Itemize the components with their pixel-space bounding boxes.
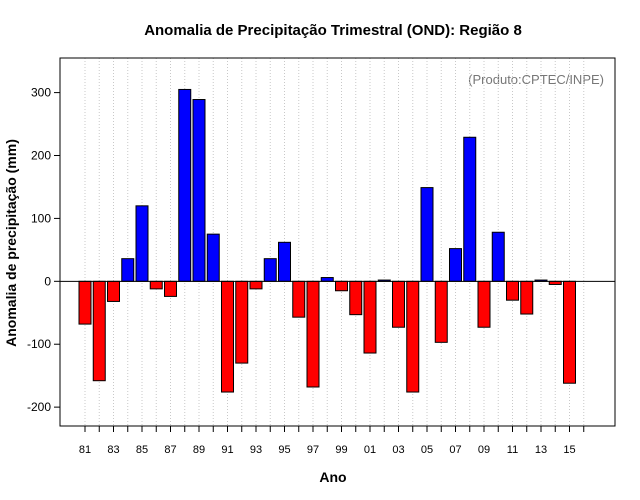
bar-84: 84: 36 [121, 258, 135, 282]
bar-03: 03: -73 [392, 280, 405, 328]
bar-97: 97: -168 [306, 280, 320, 388]
bar-06: 06: -97 [434, 280, 448, 343]
x-tick-label: 03 [392, 444, 404, 456]
y-tick-label: -200 [27, 400, 51, 414]
x-axis-label: Ano [319, 469, 346, 485]
bar-98: 98: 6 [320, 277, 334, 282]
bar-09: 09: -73 [477, 280, 491, 328]
x-tick-label: 05 [421, 444, 433, 456]
chart-title: Anomalia de Precipitação Trimestral (OND… [144, 22, 522, 39]
bar-04: 04: -176 [406, 280, 420, 393]
x-tick-label: 93 [250, 444, 262, 456]
x-tick-label: 11 [507, 444, 518, 456]
x-tick-label: 01 [364, 444, 376, 456]
x-tick-label: 95 [278, 444, 290, 456]
bar-15: 15: -162 [563, 280, 576, 384]
bar-01: 01: -114 [363, 280, 377, 354]
x-tick-label: 07 [449, 444, 461, 456]
bar-12: 12: -52 [520, 280, 534, 315]
y-axis-label: Anomalia de precipitação (mm) [3, 139, 19, 347]
bars: 81: -6882: -15883: -3284: 3685: 12086: -… [78, 88, 576, 393]
x-tick-label: 91 [221, 444, 233, 456]
bar-93: 93: -12 [249, 280, 263, 290]
bar-05: 05: 149 [420, 187, 434, 282]
grid-lines [84, 58, 585, 426]
bar-96: 96: -57 [292, 280, 306, 318]
plot-border [59, 57, 616, 427]
x-tick-label: 81 [79, 444, 91, 456]
source-annotation: (Produto:CPTEC/INPE) [468, 72, 604, 87]
x-tick-label: 85 [136, 444, 148, 456]
bar-87: 87: -24 [164, 280, 177, 297]
y-tick-label: 100 [31, 211, 51, 225]
bar-11: 11: -30 [506, 280, 519, 301]
x-tick-label: 09 [478, 444, 490, 456]
bar-95: 95: 62 [278, 241, 291, 282]
x-tick-label: 13 [535, 444, 547, 456]
x-tick-label: 15 [563, 444, 575, 456]
bar-85: 85: 120 [135, 205, 149, 282]
bar-82: 82: -158 [92, 280, 106, 382]
bar-83: 83: -32 [107, 280, 120, 302]
x-tick-label: 87 [164, 444, 176, 456]
bar-92: 92: -130 [235, 280, 249, 364]
x-tick-label: 97 [307, 444, 319, 456]
x-tick-label: 83 [107, 444, 119, 456]
y-tick-label: -100 [27, 337, 51, 351]
bar-90: 90: 75 [206, 233, 220, 282]
bar-88: 88: 305 [178, 88, 192, 282]
bar-07: 07: 52 [449, 248, 462, 282]
y-tick-label: 200 [31, 149, 51, 163]
axes: -200 -100 0 100 200 300 81 83 85 87 89 91 93 95 97 99 01… [27, 57, 616, 456]
bar-89: 89: 289 [192, 99, 206, 282]
bar-86: 86: -12 [149, 280, 163, 290]
x-tick-label: 89 [193, 444, 205, 456]
bar-08: 08: 229 [463, 136, 477, 282]
bar-91: 91: -176 [221, 280, 234, 393]
bar-10: 10: 78 [491, 231, 505, 282]
y-tick-label: 300 [31, 86, 51, 100]
bar-99: 99: -15 [335, 280, 348, 292]
x-tick-label: 99 [335, 444, 347, 456]
bar-94: 94: 36 [263, 258, 277, 282]
y-tick-label: 0 [44, 274, 51, 288]
bar-00: 00: -53 [349, 280, 363, 316]
bar-81: 81: -68 [78, 280, 92, 325]
